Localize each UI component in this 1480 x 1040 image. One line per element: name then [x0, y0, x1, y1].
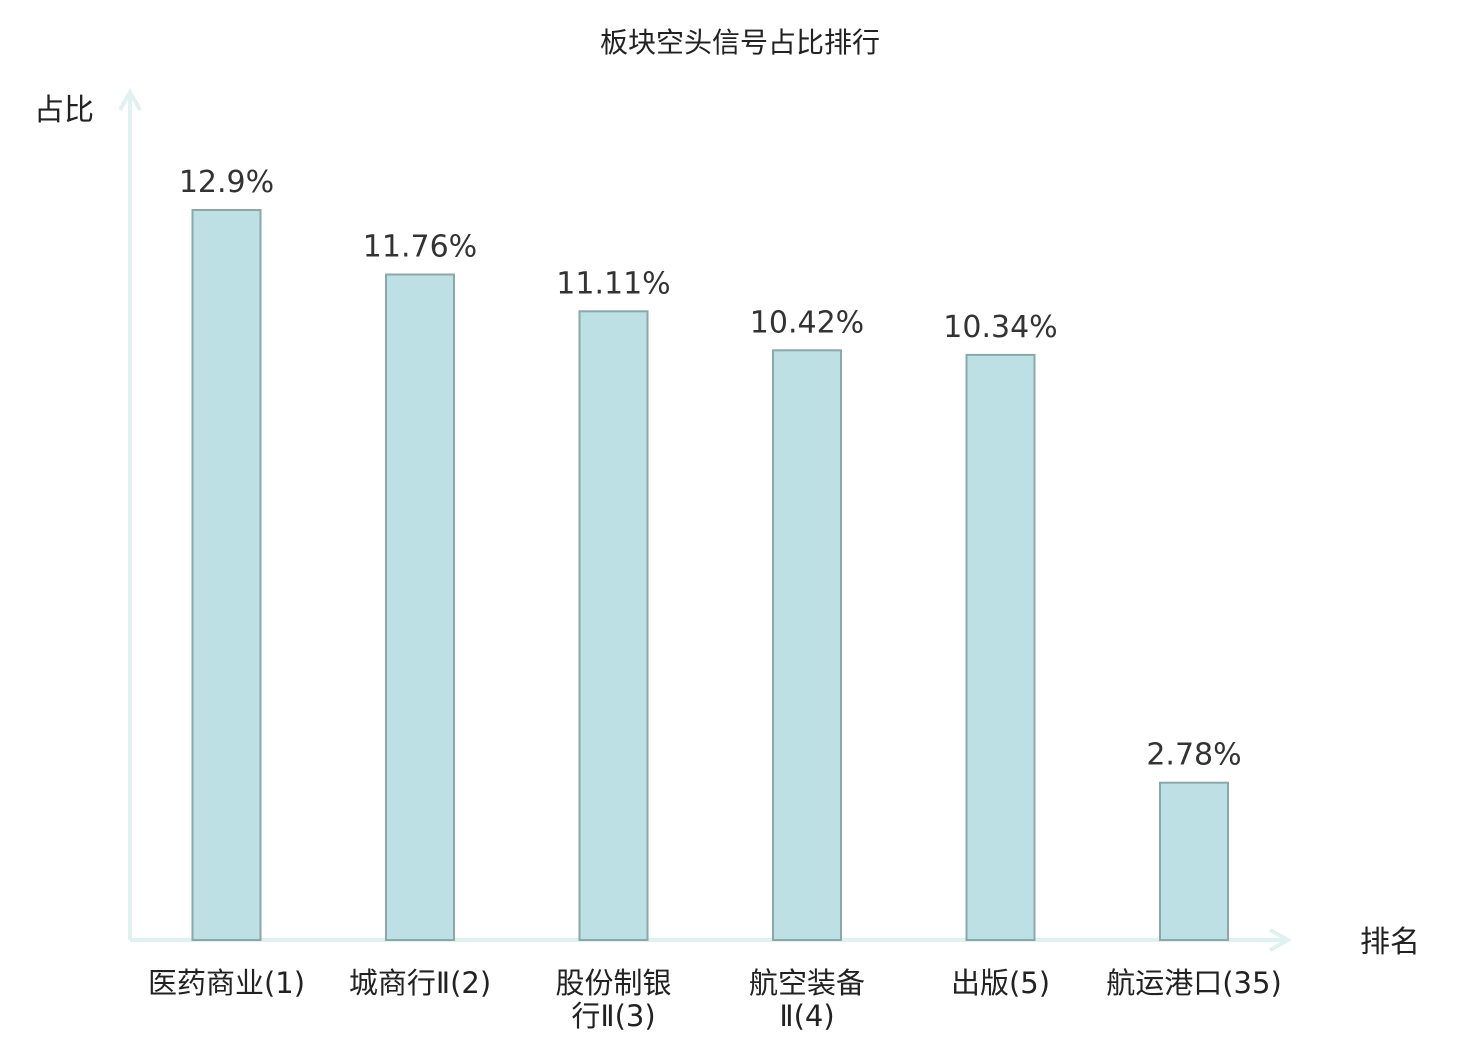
- y-axis: [118, 87, 142, 940]
- value-label-1: 12.9%: [179, 165, 274, 200]
- y-axis-title: 占比: [34, 93, 94, 128]
- category-label-3: 股份制银行Ⅱ(3): [555, 966, 671, 1033]
- x-axis: [130, 928, 1293, 952]
- bar-1: [191, 209, 262, 941]
- value-label-3: 11.11%: [556, 266, 670, 301]
- category-label-4: 航空装备 Ⅱ(4): [749, 966, 865, 1033]
- category-label-6: 航运港口(35): [1106, 966, 1282, 1000]
- value-labels-group: 12.9% 11.76% 11.11% 10.42% 10.34% 2.78%: [179, 165, 1242, 773]
- bars-group: [191, 209, 1229, 942]
- category-label-5: 出版(5): [951, 966, 1050, 1000]
- x-axis-title: 排名: [1360, 925, 1420, 960]
- bar-6: [1159, 781, 1229, 942]
- bar-3: [578, 310, 649, 941]
- bar-5: [965, 353, 1036, 941]
- value-label-5: 10.34%: [943, 310, 1057, 345]
- value-label-6: 2.78%: [1146, 738, 1241, 773]
- bar-2: [385, 273, 455, 941]
- bar-4: [772, 349, 842, 941]
- value-label-4: 10.42%: [750, 305, 864, 340]
- category-labels-group: 医药商业(1) 城商行Ⅱ(2) 股份制银行Ⅱ(3) 航空装备 Ⅱ(4) 出版(5) 航运港口…: [148, 966, 1282, 1033]
- value-label-2: 11.76%: [363, 230, 477, 265]
- category-label-1: 医药商业(1): [148, 966, 305, 1000]
- chart-title: 板块空头信号占比排行: [600, 26, 880, 59]
- category-label-2: 城商行Ⅱ(2): [349, 966, 491, 1000]
